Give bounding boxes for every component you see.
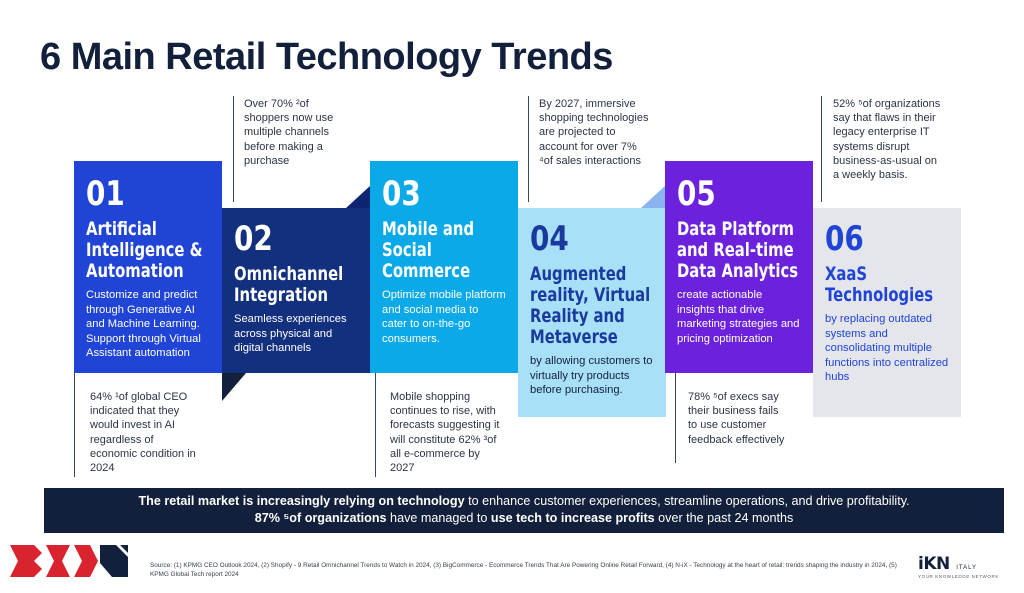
trend-card-04: 04 Augmented reality, Virtual Reality an…	[518, 208, 666, 417]
trend-description: create actionable insights that drive ma…	[677, 289, 800, 345]
banner-text: to enhance customer experiences, streaml…	[464, 494, 910, 508]
trend-number: 04	[530, 219, 569, 259]
trend-heading: XaaS Technologies	[825, 263, 934, 306]
banner-emphasis: The retail market is increasingly relyin…	[138, 494, 465, 508]
trend-number: 03	[382, 174, 421, 214]
trend-stat-03: Mobile shopping continues to rise, with …	[390, 391, 500, 475]
trend-heading: Artificial Intelligence & Automation	[86, 218, 203, 282]
trend-description: by allowing customers to virtually try p…	[530, 355, 653, 397]
trend-card-01: 01 Artificial Intelligence & Automation …	[74, 161, 222, 373]
divider-line	[528, 96, 529, 202]
ikn-logo-tagline: YOUR KNOWLEDGE NETWORK	[918, 574, 999, 579]
trend-stat-02: Over 70% ²of shoppers now use multiple c…	[244, 98, 334, 167]
trend-stat-01: 64% ¹of global CEO indicated that they w…	[90, 391, 196, 475]
trend-stat-04: By 2027, immersive shopping technologies…	[539, 98, 649, 167]
trend-description: by replacing outdated systems and consol…	[825, 313, 949, 384]
banner-emphasis: use tech to increase profits	[490, 511, 655, 525]
source-footnote: Source: (1) KPMG CEO Outlook 2024, (2) S…	[150, 562, 897, 578]
ikn-logo-mark: iKN	[918, 554, 950, 574]
trend-heading: Data Platform and Real-time Data Analyti…	[677, 218, 799, 282]
trend-description: Optimize mobile platform and social medi…	[382, 289, 506, 345]
divider-line	[233, 96, 234, 202]
trend-card-03: 03 Mobile and Social Commerce Optimize m…	[370, 161, 518, 373]
trend-number: 01	[86, 174, 125, 214]
trend-heading: Mobile and Social Commerce	[382, 218, 475, 282]
fold-01	[222, 373, 246, 401]
summary-banner: The retail market is increasingly relyin…	[44, 488, 1004, 533]
trend-description: Seamless experiences across physical and…	[234, 313, 347, 355]
fold-04	[641, 186, 665, 208]
trend-heading: Augmented reality, Virtual Reality and M…	[530, 263, 651, 348]
trend-number: 02	[234, 219, 273, 259]
divider-line	[74, 373, 75, 477]
trend-heading: Omnichannel Integration	[234, 263, 344, 306]
trend-card-05: 05 Data Platform and Real-time Data Anal…	[665, 161, 813, 373]
trend-number: 05	[677, 174, 716, 214]
ikn-logo: iKN ITALY YOUR KNOWLEDGE NETWORK	[918, 554, 999, 579]
fold-02	[346, 186, 370, 208]
ikn-logo-country: ITALY	[956, 565, 977, 571]
banner-text: have managed to	[386, 511, 491, 525]
kpmg-style-logo-icon	[10, 545, 128, 577]
divider-line	[675, 373, 676, 463]
divider-line	[375, 373, 376, 477]
banner-text: over the past 24 months	[654, 511, 794, 525]
page-title: 6 Main Retail Technology Trends	[40, 36, 613, 78]
trend-description: Customize and predict through Generative…	[86, 289, 201, 360]
trend-number: 06	[825, 219, 864, 259]
trend-card-06: 06 XaaS Technologies by replacing outdat…	[813, 208, 961, 417]
banner-line-1: The retail market is increasingly relyin…	[44, 493, 1004, 510]
trend-stat-06: 52% ⁵of organizations say that flaws in …	[833, 98, 941, 182]
divider-line	[821, 96, 822, 202]
trend-stat-05: 78% ⁵of execs say their business fails t…	[688, 391, 785, 446]
banner-line-2: 87% ⁵of organizations have managed to us…	[44, 510, 1004, 527]
banner-emphasis: 87% ⁵of organizations	[254, 511, 387, 525]
trend-card-02: 02 Omnichannel Integration Seamless expe…	[222, 208, 370, 373]
